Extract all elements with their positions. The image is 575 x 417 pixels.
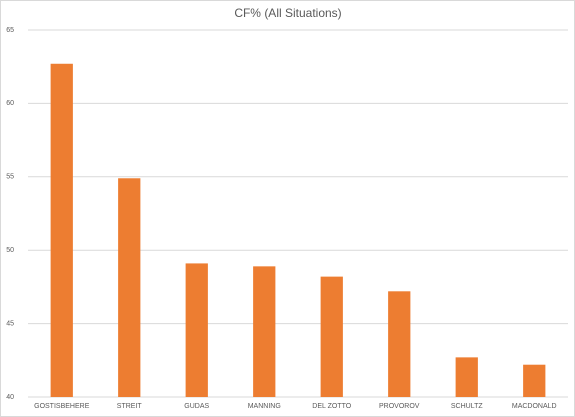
x-tick-label: SCHULTZ — [451, 403, 483, 410]
x-tick-label: MACDONALD — [512, 403, 557, 410]
y-tick-label: 60 — [6, 100, 14, 107]
bar — [320, 276, 343, 397]
x-tick-label: STREIT — [117, 403, 143, 410]
bar — [253, 266, 276, 397]
y-tick-label: 40 — [6, 394, 14, 401]
x-tick-label: PROVOROV — [379, 403, 420, 410]
y-tick-label: 50 — [6, 247, 14, 254]
bar — [50, 63, 73, 397]
bar — [118, 178, 141, 397]
y-tick-label: 55 — [6, 174, 14, 181]
y-tick-label: 45 — [6, 320, 14, 327]
x-tick-label: DEL ZOTTO — [312, 403, 351, 410]
x-tick-label: GOSTISBEHERE — [34, 403, 90, 410]
x-tick-label: MANNING — [248, 403, 281, 410]
bar — [523, 364, 546, 397]
bar — [455, 357, 478, 397]
bar — [388, 291, 411, 397]
bar — [185, 263, 208, 397]
x-tick-label: GUDAS — [184, 403, 209, 410]
chart-title: CF% (All Situations) — [234, 6, 341, 20]
y-tick-label: 65 — [6, 27, 14, 34]
